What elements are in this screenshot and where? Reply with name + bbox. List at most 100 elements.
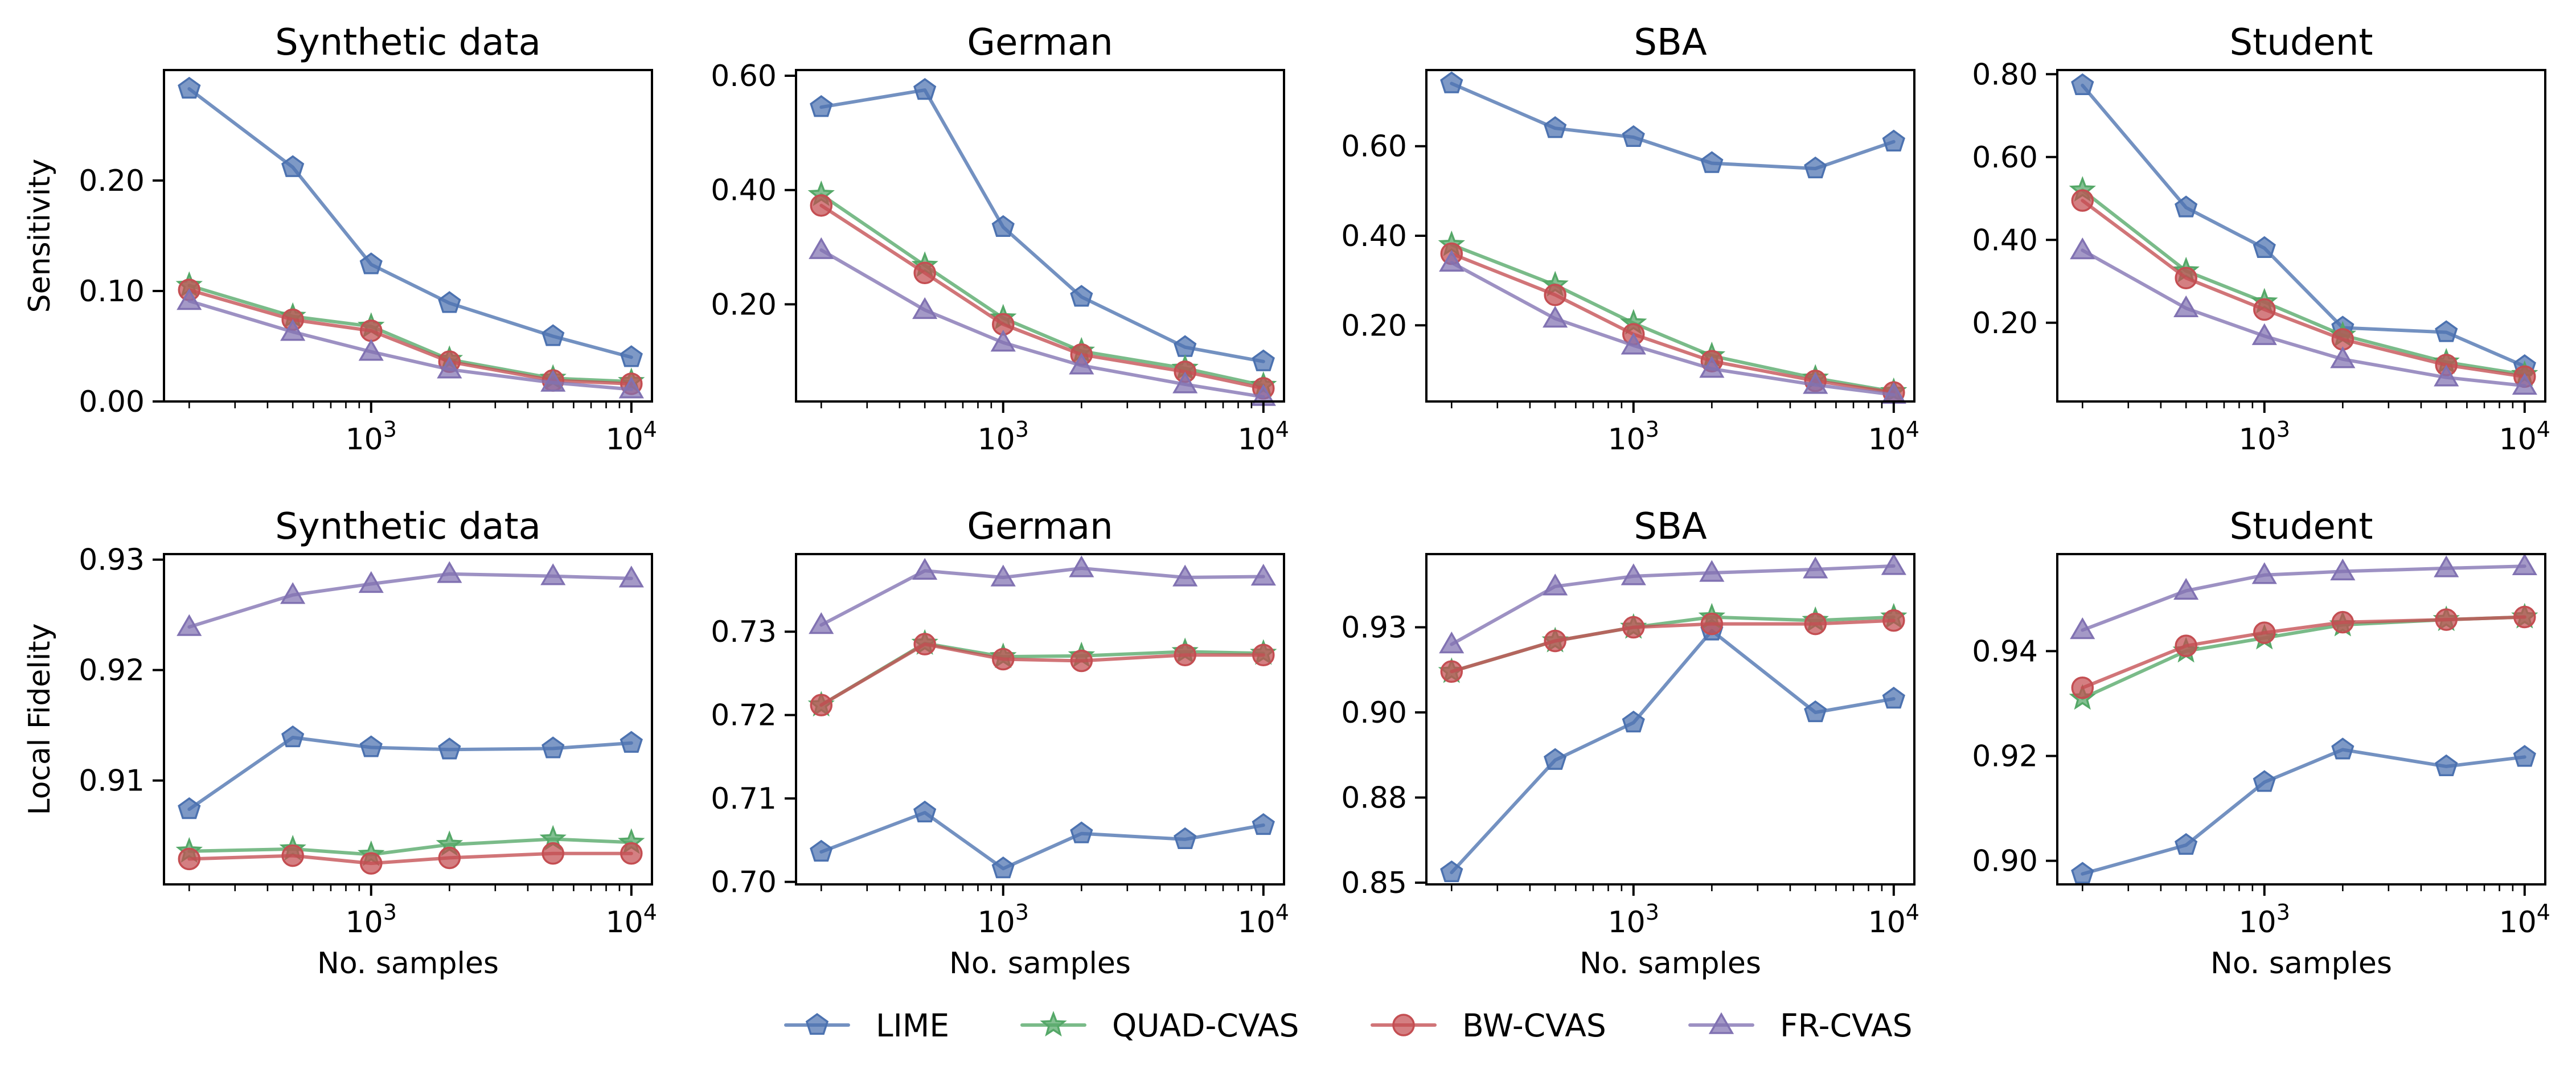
data-point-lime: [1622, 125, 1645, 147]
legend-entry-lime: LIME: [784, 1007, 949, 1044]
data-point-bw-cvas: [360, 319, 383, 342]
y-axis-label: Sensitivity: [23, 159, 57, 313]
y-tick-label: 0.60: [1972, 141, 2038, 175]
x-tick-label: 104: [1868, 900, 1919, 940]
data-point-fr-cvas: [2070, 617, 2095, 640]
y-tick-label: 0.73: [711, 615, 777, 649]
panel-3: 103 104 0.20 0.40 0.60 SBA: [1341, 22, 1919, 457]
data-point-bw-cvas: [913, 261, 936, 284]
panel-5: 103 104 0.91 0.92 0.93 Synthetic data No. samp…: [23, 506, 657, 981]
x-tick-label: 103: [1608, 417, 1659, 457]
data-point-fr-cvas: [618, 376, 644, 399]
series-line-lime: [2081, 83, 2526, 368]
data-point-bw-cvas: [2071, 189, 2094, 212]
data-point-fr-cvas: [2173, 295, 2199, 318]
y-tick-label: 0.00: [79, 385, 145, 419]
y-tick-label: 0.40: [1972, 223, 2038, 257]
data-point-lime: [810, 839, 833, 862]
data-point-fr-cvas: [540, 563, 566, 585]
y-tick-label: 0.71: [711, 782, 777, 816]
y-tick-label: 0.20: [1341, 309, 1407, 343]
data-point-fr-cvas: [2434, 555, 2459, 577]
data-point-lime: [620, 731, 643, 753]
legend-entry-quad-cvas: QUAD-CVAS: [1020, 1007, 1299, 1044]
series-fr-cvas: [1439, 249, 1906, 404]
y-tick-label: 0.10: [79, 274, 145, 309]
data-point-bw-cvas: [542, 842, 564, 865]
panel-title: Student: [2230, 506, 2373, 548]
series-line-bw-cvas: [819, 203, 1265, 390]
x-tick-label: 103: [346, 417, 397, 457]
series-line-bw-cvas: [187, 851, 633, 866]
series-fr-cvas: [809, 555, 1276, 634]
data-point-lime: [359, 735, 383, 757]
panel-2: 103 104 0.20 0.40 0.60 German: [711, 22, 1289, 457]
data-point-lime: [620, 345, 643, 367]
legend-label: LIME: [876, 1007, 949, 1044]
series-line-fr-cvas: [1450, 564, 1896, 646]
data-point-fr-cvas: [912, 558, 938, 580]
series-line-fr-cvas: [187, 572, 633, 629]
data-point-fr-cvas: [809, 612, 834, 634]
data-point-fr-cvas: [437, 356, 462, 379]
data-point-lime: [1070, 821, 1093, 843]
data-point-bw-cvas: [360, 852, 383, 875]
data-point-lime: [359, 252, 383, 274]
panel-1: 103 104 0.00 0.10 0.20 Synthetic data Sensitiv…: [23, 22, 657, 457]
series-lime: [1440, 71, 1905, 179]
plot-frame: [2056, 553, 2546, 886]
data-point-fr-cvas: [1621, 333, 1646, 355]
panel-4: 103 104 0.20 0.40 0.60 0.80 Student: [1972, 22, 2550, 457]
data-point-bw-cvas: [2253, 621, 2276, 644]
y-tick-label: 0.91: [79, 764, 145, 798]
data-point-bw-cvas: [2175, 634, 2197, 657]
data-point-fr-cvas: [1803, 372, 1828, 394]
y-tick-label: 0.20: [79, 164, 145, 198]
panel-7: 103 104 0.85 0.88 0.90 0.93 SBA No. samples: [1341, 506, 1919, 981]
panel-title: SBA: [1634, 506, 1707, 548]
data-point-bw-cvas: [1882, 609, 1905, 632]
data-point-fr-cvas: [1172, 371, 1198, 394]
series-fr-cvas: [1439, 553, 1906, 654]
data-point-lime: [1544, 116, 1567, 138]
y-tick-label: 0.93: [79, 543, 145, 577]
x-tick-label: 104: [2499, 900, 2550, 940]
x-axis-label: No. samples: [317, 946, 499, 981]
data-point-fr-cvas: [358, 571, 384, 593]
data-point-bw-cvas: [2435, 608, 2458, 631]
y-tick-label: 0.60: [1341, 130, 1407, 164]
data-point-lime: [1700, 151, 1724, 173]
series-line-fr-cvas: [2081, 248, 2526, 388]
data-point-bw-cvas: [1440, 660, 1463, 683]
series-fr-cvas: [809, 237, 1276, 406]
series-line-bw-cvas: [1450, 252, 1896, 395]
data-point-fr-cvas: [1250, 563, 1276, 586]
series-lime: [2071, 73, 2536, 376]
x-axis-label: No. samples: [949, 946, 1131, 981]
data-point-bw-cvas: [810, 194, 833, 217]
panel-title: German: [967, 506, 1113, 548]
data-point-lime: [438, 737, 461, 760]
series-line-fr-cvas: [819, 248, 1265, 399]
y-tick-label: 0.94: [1972, 634, 2038, 669]
legend-marker: [805, 1013, 829, 1035]
plot-frame: [2056, 69, 2546, 403]
plot-frame: [163, 69, 653, 403]
legend-marker: [1708, 1012, 1734, 1034]
series-line-bw-cvas: [819, 642, 1265, 707]
data-point-fr-cvas: [280, 319, 306, 341]
series-line-fr-cvas: [187, 299, 633, 391]
data-point-lime: [1882, 129, 1905, 151]
data-point-lime: [1174, 335, 1197, 357]
series-line-lime: [819, 88, 1265, 363]
series-line-bw-cvas: [187, 288, 633, 386]
data-point-fr-cvas: [2070, 237, 2095, 260]
data-point-lime: [1804, 700, 1827, 723]
y-tick-label: 0.60: [711, 59, 777, 93]
series-line-quad-cvas: [819, 192, 1265, 387]
data-point-lime: [1440, 860, 1463, 883]
data-point-bw-cvas: [1544, 629, 1566, 653]
data-point-lime: [991, 856, 1015, 879]
panel-title: Synthetic data: [275, 506, 541, 548]
